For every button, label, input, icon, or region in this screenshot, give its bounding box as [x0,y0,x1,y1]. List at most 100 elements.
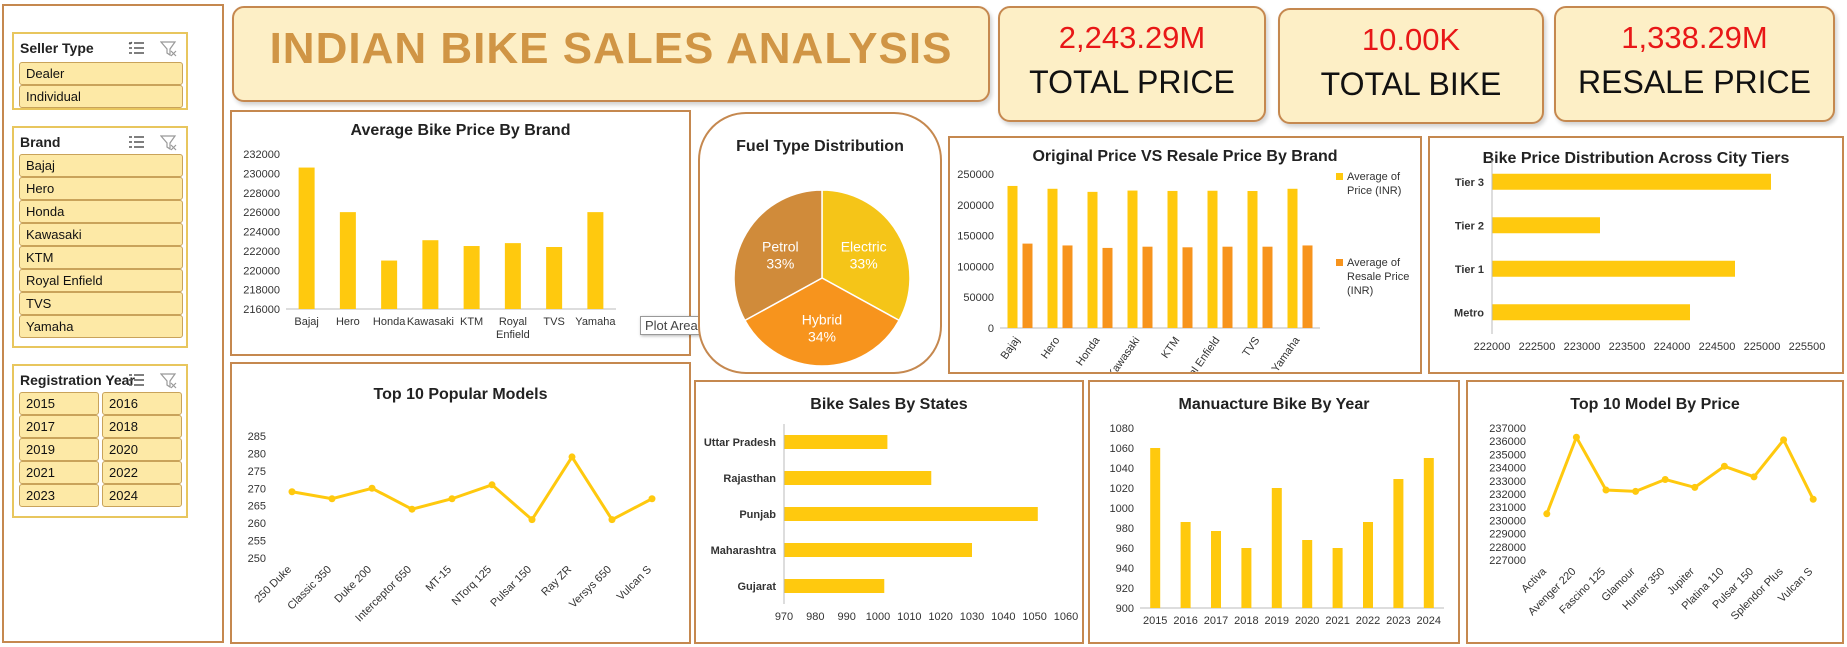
bar-honda [381,260,398,309]
point-glamour [1632,487,1640,495]
slicer-item-kawasaki[interactable]: Kawasaki [19,223,183,246]
x-tick-label: 225500 [1789,341,1826,353]
point-classic-350 [328,495,336,503]
x-tick-label: Kawasaki [1106,335,1143,372]
slicer-panel: Seller Type Dealer Individual Brand Baja… [2,4,224,643]
legend-label: Price (INR) [1347,185,1401,197]
slicer-item-dealer[interactable]: Dealer [19,62,183,85]
bar-gujarat [784,579,885,593]
x-tick-label: 1050 [1022,611,1046,623]
slice-pct: 34% [808,328,836,344]
slicer-item-yamaha[interactable]: Yamaha [19,315,183,338]
x-tick-label: Royal Enfield [1175,335,1222,372]
kpi-label: TOTAL BIKE [1320,66,1502,102]
multi-select-icon[interactable] [128,134,146,152]
bar-2015 [1150,448,1161,608]
point-duke-200 [368,484,376,492]
chart-panel-manufacture-year[interactable]: Manuacture Bike By Year 900 920 940 960 980 1… [1088,380,1460,644]
slice-pct: 33% [766,255,794,271]
slicer-item-ktm[interactable]: KTM [19,246,183,269]
slicer-item-tvs[interactable]: TVS [19,292,183,315]
slicer-item-2023[interactable]: 2023 [19,484,99,507]
y-tick-label: Tier 2 [1455,220,1484,232]
clear-filter-icon[interactable] [160,40,178,58]
chart-panel-orig-vs-resale[interactable]: Original Price VS Resale Price By Brand … [948,136,1422,374]
point-pulsar-150 [1750,473,1758,481]
x-tick-label: 222500 [1519,341,1556,353]
x-tick-label: Pulsar 150 [488,564,534,610]
x-tick-label: 980 [806,611,824,623]
x-tick-label: Honda [1074,334,1103,368]
y-tick-label: 222000 [243,246,280,258]
slicer-item-individual[interactable]: Individual [19,85,183,108]
slicer-item-2024[interactable]: 2024 [102,484,182,507]
slicer-item-2016[interactable]: 2016 [102,392,182,415]
slicer-item-2018[interactable]: 2018 [102,415,182,438]
chart-panel-top-model-price[interactable]: Top 10 Model By Price 227000 228000 229000… [1466,380,1844,644]
x-tick-label: KTM [1159,335,1182,361]
slicer-item-2019[interactable]: 2019 [19,438,99,461]
x-tick-label: 2017 [1204,615,1228,627]
legend-swatch [1336,173,1343,180]
slice-electric [821,189,911,322]
chart-panel-city-tiers[interactable]: Bike Price Distribution Across City Tier… [1428,136,1844,374]
slicer-item-honda[interactable]: Honda [19,200,183,223]
x-tick-label: 970 [775,611,793,623]
y-tick-label: 250000 [957,169,994,181]
y-tick-label: 216000 [243,304,280,316]
y-tick-label: 265 [248,501,266,513]
x-tick-label: Bajaj [999,335,1023,362]
bar-bajaj-s1 [1022,243,1033,328]
slice-pct: 33% [850,255,878,271]
slicer-item-2017[interactable]: 2017 [19,415,99,438]
x-tick-label: Bajaj [294,316,318,328]
y-tick-label: 980 [1116,523,1134,535]
y-tick-label: 224000 [243,227,280,239]
chart-panel-avg-price[interactable]: Average Bike Price By Brand 216000 218000… [230,110,691,356]
chart-panel-popular-models[interactable]: Top 10 Popular Models 250 255 260 265 270 275… [230,362,691,644]
bar-maharashtra [784,543,972,557]
legend-label: Average of [1347,257,1401,269]
x-tick-label: NTorq 125 [450,564,494,608]
x-tick-label: TVS [1240,335,1262,359]
clear-filter-icon[interactable] [160,134,178,152]
slicer-item-hero[interactable]: Hero [19,177,183,200]
chart-title: Top 10 Popular Models [373,386,548,403]
slicer-item-2021[interactable]: 2021 [19,461,99,484]
y-tick-label: 233000 [1489,476,1526,488]
kpi-total-bike: 10.00K TOTAL BIKE [1278,8,1544,124]
x-tick-label: Ray ZR [539,564,574,599]
y-tick-label: 270 [248,483,266,495]
chart-panel-fuel-type[interactable]: Fuel Type Distribution Electric 33% Hybrid… [698,112,942,374]
x-tick-label: 2020 [1295,615,1319,627]
bar-uttar-pradesh [784,435,888,449]
chart-panel-sales-states[interactable]: Bike Sales By States 970 980 990 1000 1010 10… [694,380,1084,644]
bar-hero-s1 [1062,245,1073,328]
multi-select-icon[interactable] [128,40,146,58]
y-tick-label: 226000 [243,207,280,219]
x-tick-label: Hero [1039,335,1063,361]
y-tick-label: 220000 [243,265,280,277]
avg-price-chart: 216000 218000 220000 222000 224000 226000 2280… [243,149,616,341]
y-tick-label: Uttar Pradesh [704,437,776,449]
slicer-item-bajaj[interactable]: Bajaj [19,154,183,177]
slicer-title: Seller Type [20,40,94,56]
x-tick-label: Royal [499,316,527,328]
slicer-item-2022[interactable]: 2022 [102,461,182,484]
bar-2023 [1393,479,1404,608]
multi-select-icon[interactable] [128,372,146,390]
y-tick-label: 235000 [1489,449,1526,461]
y-tick-label: 230000 [243,168,280,180]
bar-2018 [1241,548,1252,608]
clear-filter-icon[interactable] [160,372,178,390]
slicer-item-2020[interactable]: 2020 [102,438,182,461]
slicer-item-royal-enfield[interactable]: Royal Enfield [19,269,183,292]
bar-tvs [546,247,563,309]
slicer-item-2015[interactable]: 2015 [19,392,99,415]
bar-2024 [1423,458,1434,608]
x-tick-label: 2023 [1386,615,1410,627]
kpi-label: RESALE PRICE [1578,64,1811,100]
x-tick-label: Yamaha [1270,334,1303,372]
x-tick-label: Yamaha [575,316,616,328]
